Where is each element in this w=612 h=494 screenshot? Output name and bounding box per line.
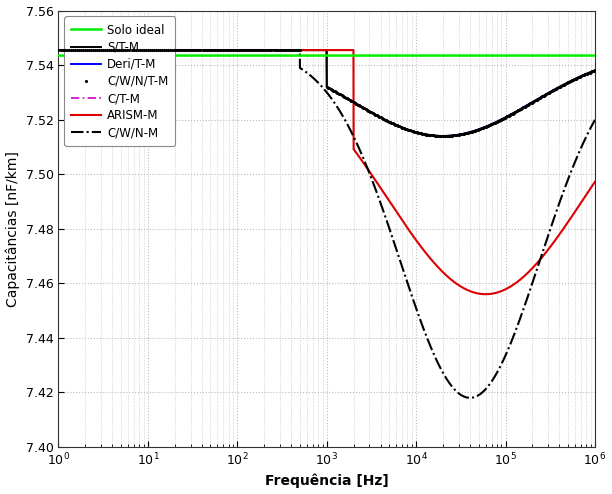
Y-axis label: Capacitâncias [nF/km]: Capacitâncias [nF/km] <box>6 151 20 307</box>
Legend: Solo ideal, S/T-M, Deri/T-M, C/W/N/T-M, C/T-M, ARISM-M, C/W/N-M: Solo ideal, S/T-M, Deri/T-M, C/W/N/T-M, … <box>64 16 175 146</box>
C/W/N/T-M <box>373 112 380 118</box>
C/W/N-M <box>581 137 588 143</box>
C/W/N-M <box>148 47 155 53</box>
C/W/N-M <box>261 47 268 53</box>
Solo ideal <box>148 52 155 58</box>
ARISM-M <box>581 195 588 201</box>
X-axis label: Frequência [Hz]: Frequência [Hz] <box>265 474 389 489</box>
Solo ideal <box>581 52 588 58</box>
C/W/N-M <box>523 296 531 302</box>
ARISM-M <box>482 291 490 297</box>
C/W/N-M <box>116 47 124 53</box>
Line: C/T-M: C/T-M <box>59 50 595 136</box>
C/W/N/T-M <box>395 123 402 129</box>
C/W/N/T-M <box>579 73 586 79</box>
Deri/T-M <box>591 67 599 73</box>
S/T-M <box>55 47 62 53</box>
ARISM-M <box>284 47 291 53</box>
Deri/T-M <box>439 133 447 139</box>
Line: ARISM-M: ARISM-M <box>59 50 595 294</box>
Solo ideal <box>523 52 530 58</box>
Line: C/W/N/T-M: C/W/N/T-M <box>325 69 597 138</box>
Deri/T-M <box>581 72 588 78</box>
C/T-M <box>581 72 588 78</box>
Solo ideal <box>55 52 62 58</box>
C/T-M <box>55 47 62 53</box>
S/T-M <box>523 103 531 109</box>
C/W/N/T-M <box>334 90 341 96</box>
Solo ideal <box>116 52 124 58</box>
S/T-M <box>148 47 155 53</box>
C/T-M <box>116 47 124 53</box>
C/W/N/T-M <box>439 133 446 139</box>
Deri/T-M <box>148 47 155 53</box>
C/T-M <box>439 133 447 139</box>
ARISM-M <box>591 179 599 185</box>
Line: C/W/N-M: C/W/N-M <box>59 50 595 398</box>
C/T-M <box>148 47 155 53</box>
C/T-M <box>261 47 268 53</box>
C/W/N/T-M <box>570 77 577 83</box>
Deri/T-M <box>284 47 291 53</box>
C/T-M <box>284 47 291 53</box>
C/W/N/T-M <box>339 93 346 99</box>
ARISM-M <box>523 271 531 277</box>
C/W/N-M <box>55 47 62 53</box>
S/T-M <box>116 47 124 53</box>
ARISM-M <box>116 47 124 53</box>
C/T-M <box>591 67 599 73</box>
Solo ideal <box>261 52 268 58</box>
C/W/N-M <box>591 117 599 123</box>
S/T-M <box>581 72 588 78</box>
S/T-M <box>591 67 599 73</box>
Deri/T-M <box>261 47 268 53</box>
S/T-M <box>261 47 268 53</box>
S/T-M <box>439 133 447 139</box>
Solo ideal <box>284 52 291 58</box>
S/T-M <box>284 47 291 53</box>
Deri/T-M <box>116 47 124 53</box>
C/W/N-M <box>284 47 291 53</box>
C/W/N/T-M <box>591 67 599 73</box>
Line: S/T-M: S/T-M <box>59 50 595 136</box>
Solo ideal <box>591 52 599 58</box>
Deri/T-M <box>55 47 62 53</box>
Line: Deri/T-M: Deri/T-M <box>59 50 595 136</box>
C/W/N-M <box>466 395 474 401</box>
C/T-M <box>523 103 531 109</box>
ARISM-M <box>55 47 62 53</box>
ARISM-M <box>148 47 155 53</box>
C/W/N/T-M <box>323 84 330 90</box>
ARISM-M <box>261 47 268 53</box>
Deri/T-M <box>523 103 531 109</box>
